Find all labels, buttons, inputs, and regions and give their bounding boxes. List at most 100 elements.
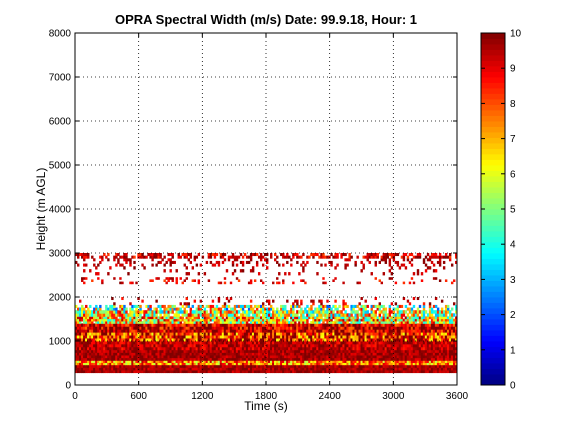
heatmap-cell [440,370,444,374]
heatmap-cell [278,352,281,356]
heatmap-cell [255,332,259,336]
heatmap-cell [145,362,148,366]
heatmap-cell [432,343,436,348]
heatmap-cell [141,352,144,356]
heatmap-cell [428,335,432,339]
heatmap-cell [432,349,436,353]
heatmap-cell [454,338,458,342]
heatmap-cell [229,323,233,327]
heatmap-cell [145,338,148,342]
heatmap-cell [328,321,331,324]
heatmap-cell [388,307,392,311]
heatmap-cell [444,349,448,353]
heatmap-cell [440,349,444,353]
heatmap-cell [95,357,98,361]
heatmap-cell [257,364,261,368]
heatmap-cell [290,318,293,322]
heatmap-cell [270,355,273,359]
heatmap-cell [165,321,168,324]
heatmap-cell [261,332,265,336]
heatmap-cell [167,349,170,353]
heatmap-cell [452,352,456,356]
heatmap-cell [346,360,349,363]
heatmap-cell [165,352,168,356]
heatmap-cell [147,326,150,330]
heatmap-cell [105,329,108,333]
heatmap-cell [77,341,80,345]
heatmap-cell [79,323,82,327]
heatmap-cell [368,360,371,363]
heatmap-cell [137,335,140,339]
heatmap-cell [171,326,174,330]
heatmap-cell [274,323,277,327]
heatmap-cell [360,332,363,336]
heatmap-cell [167,323,170,327]
heatmap-cell [141,355,144,359]
heatmap-cell [384,355,388,359]
heatmap-cell [346,370,349,374]
heatmap-cell [402,343,406,348]
heatmap-cell [282,329,285,333]
heatmap-cell [320,329,323,333]
heatmap-cell [209,307,213,311]
heatmap-cell [225,269,229,273]
heatmap-cell [85,360,88,363]
heatmap-cell [125,321,128,324]
heatmap-cell [268,370,271,374]
heatmap-cell [143,335,146,339]
heatmap-cell [257,360,261,363]
heatmap-cell [268,329,271,333]
heatmap-cell [404,338,408,342]
heatmap-cell [115,329,118,333]
heatmap-cell [338,323,341,327]
heatmap-cell [89,318,92,322]
heatmap-cell [223,258,227,262]
heatmap-cell [133,255,136,259]
heatmap-cell [89,321,92,324]
heatmap-cell [211,332,215,336]
heatmap-cell [141,326,144,330]
heatmap-cell [153,352,156,356]
heatmap-cell [360,313,363,317]
heatmap-cell [87,343,90,348]
heatmap-cell [209,370,213,374]
heatmap-cell [219,362,223,366]
heatmap-cell [205,352,209,356]
heatmap-cell [113,343,116,348]
heatmap-cell [356,304,359,308]
heatmap-cell [388,355,392,359]
heatmap-cell [77,326,80,330]
heatmap-cell [183,318,186,322]
heatmap-cell [87,255,90,259]
heatmap-cell [129,346,132,351]
heatmap-cell [438,313,442,317]
heatmap-cell [213,355,217,359]
heatmap-cell [448,329,452,333]
heatmap-cell [282,255,285,259]
heatmap-cell [255,349,259,353]
heatmap-cell [257,313,261,317]
heatmap-cell [101,281,104,285]
heatmap-cell [113,313,116,317]
heatmap-cell [215,307,219,311]
heatmap-cell [139,352,142,356]
heatmap-cell [129,364,132,368]
heatmap-cell [147,352,150,356]
heatmap-cell [294,364,297,368]
heatmap-cell [241,352,245,356]
heatmap-cell [328,362,331,366]
heatmap-cell [294,316,297,320]
heatmap-cell [87,321,90,324]
heatmap-cell [322,321,325,324]
heatmap-cell [328,364,331,368]
heatmap-cell [221,370,225,374]
heatmap-cell [135,313,138,317]
heatmap-cell [231,364,235,368]
heatmap-cell [428,364,432,368]
heatmap-cell [374,313,377,317]
heatmap-cell [444,352,448,356]
heatmap-cell [135,343,138,348]
heatmap-cell [382,307,386,311]
heatmap-cell [382,349,386,353]
heatmap-cell [241,255,245,259]
